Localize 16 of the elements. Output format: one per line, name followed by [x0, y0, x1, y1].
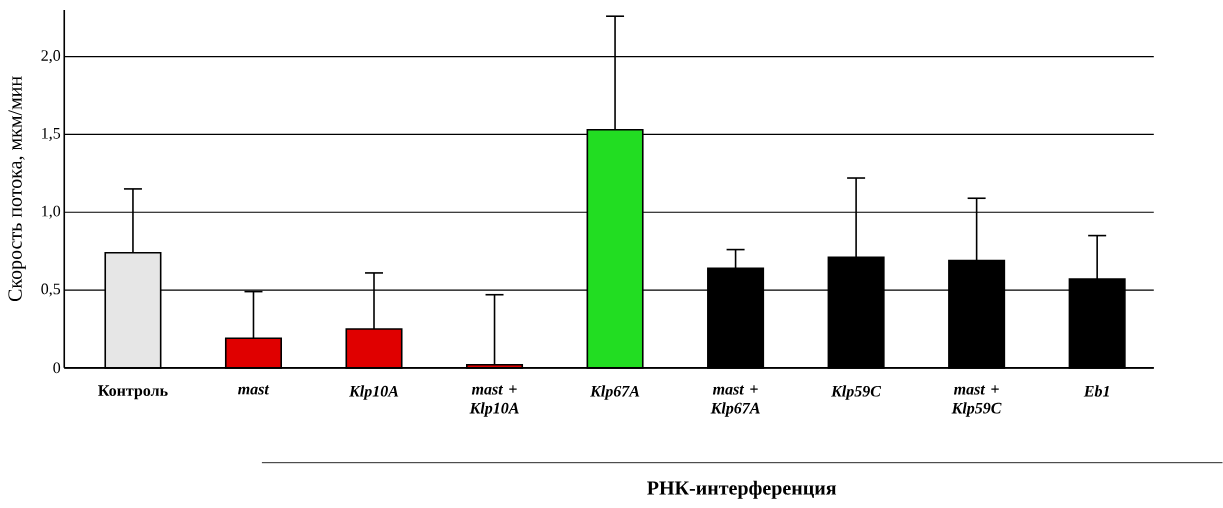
text: РНК-интерференция [647, 480, 837, 499]
y-tick-label: 0 [53, 362, 61, 374]
y-axis-title: Скорость потока, мкм/мин [8, 76, 26, 302]
x-tick-label: Klp10A [349, 385, 399, 400]
x-tick-label: Klp59C [831, 385, 882, 400]
y-tick-label: 2,0 [41, 50, 61, 64]
x-tick-label: mast + Klp67A [710, 385, 760, 417]
x-tick-label: mast + Klp59C [951, 385, 1002, 417]
x-tick-label: mast [238, 385, 270, 395]
y-tick-label: 0,5 [41, 283, 61, 297]
x-tick-label: Klp67A [590, 385, 640, 400]
x-tick-label: Контроль [98, 385, 168, 400]
y-tick-label: 1,5 [42, 128, 61, 142]
x-tick-label: Eb1 [1083, 385, 1109, 397]
y-tick-label: 1,0 [42, 205, 61, 219]
x-tick-label: mast + Klp10A [469, 385, 519, 417]
